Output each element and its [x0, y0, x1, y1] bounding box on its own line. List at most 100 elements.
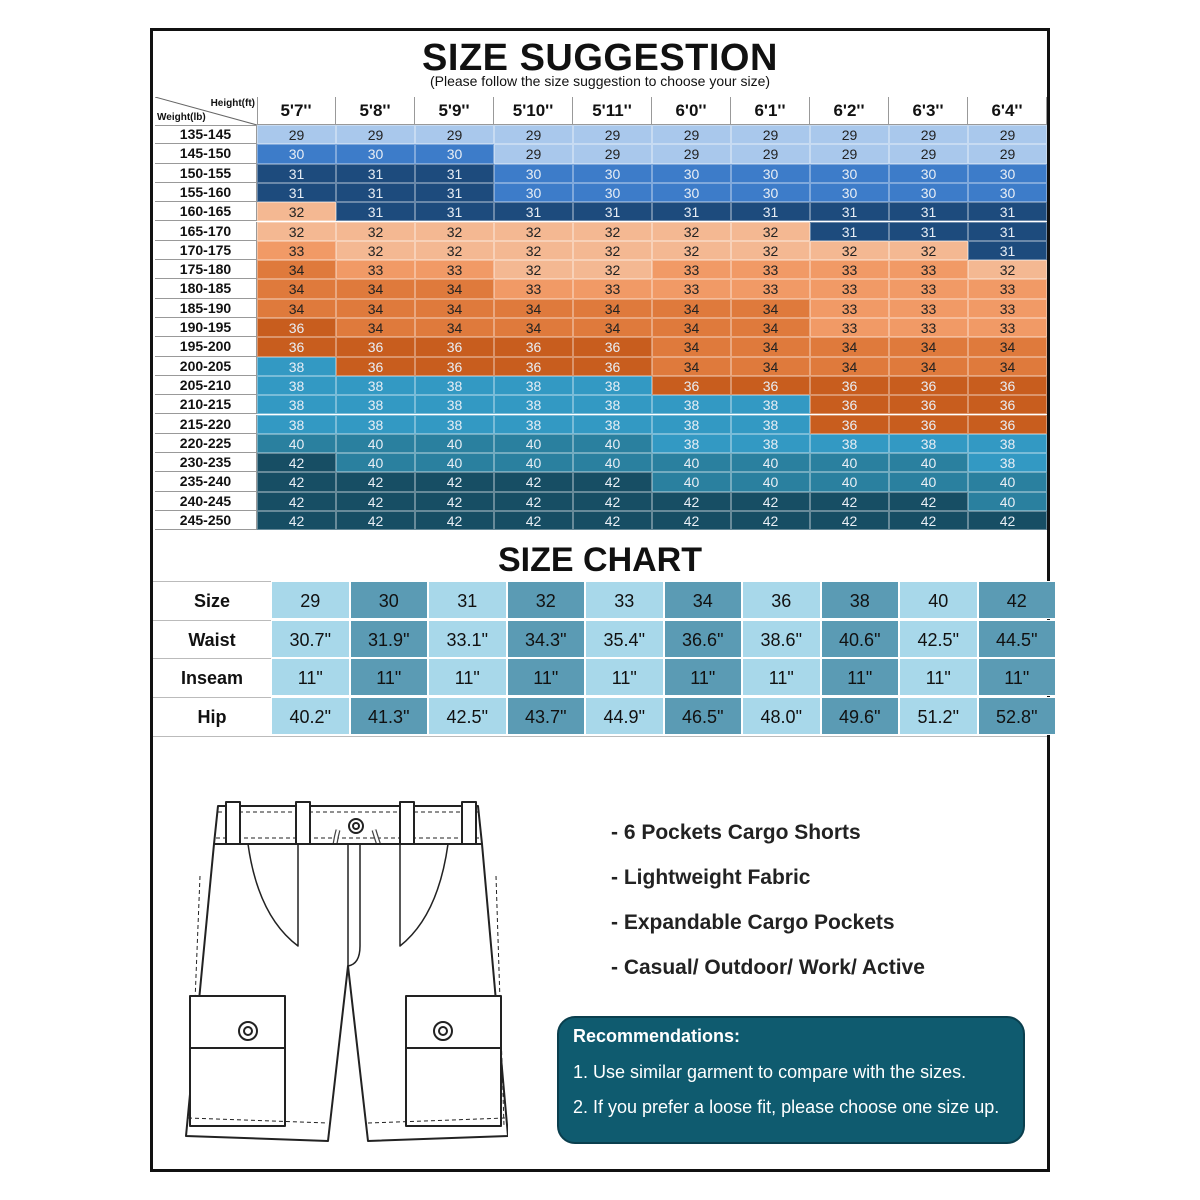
cargo-shorts-illustration-icon [185, 801, 508, 1142]
size-suggestion-cell: 29 [731, 125, 810, 145]
size-suggestion-cell: 42 [810, 491, 889, 511]
size-chart-cell-size: 30 [349, 581, 428, 619]
size-chart-row-label-hip: Hip [153, 696, 271, 735]
size-suggestion-cell: 40 [652, 472, 731, 492]
size-suggestion-cell: 42 [889, 491, 968, 511]
size-suggestion-cell: 32 [652, 221, 731, 241]
size-suggestion-cell: 34 [968, 356, 1047, 376]
size-suggestion-cell: 36 [494, 337, 573, 357]
weight-row-label: 245-250 [155, 511, 257, 531]
size-suggestion-cell: 36 [573, 337, 652, 357]
size-suggestion-cell: 42 [889, 511, 968, 531]
size-suggestion-cell: 33 [573, 279, 652, 299]
weight-row-label: 230-235 [155, 453, 257, 473]
weight-axis-label: Weight(lb) [157, 112, 206, 123]
size-suggestion-cell: 34 [494, 318, 573, 338]
recommendation-item: 2. If you prefer a loose fit, please cho… [573, 1097, 1000, 1117]
size-suggestion-cell: 33 [968, 318, 1047, 338]
size-suggestion-cell: 38 [415, 395, 494, 415]
size-suggestion-cell: 40 [494, 453, 573, 473]
size-chart-cell-waist: 30.7" [271, 619, 350, 658]
weight-row-label: 165-170 [155, 221, 257, 241]
weight-row-label: 175-180 [155, 260, 257, 280]
weight-row-label: 220-225 [155, 433, 257, 454]
size-suggestion-cell: 42 [731, 491, 810, 511]
size-suggestion-cell: 33 [336, 260, 415, 280]
size-suggestion-cell: 31 [968, 221, 1047, 241]
size-suggestion-cell: 31 [415, 163, 494, 183]
size-suggestion-cell: 34 [652, 337, 731, 357]
height-header-cell: 5'10'' [494, 97, 573, 125]
size-chart-cell-hip: 44.9" [585, 696, 664, 735]
size-suggestion-cell: 34 [573, 318, 652, 338]
size-suggestion-cell: 31 [889, 221, 968, 241]
size-chart-cell-inseam: 11" [899, 658, 978, 696]
size-suggestion-cell: 36 [889, 414, 968, 434]
size-suggestion-cell: 34 [415, 279, 494, 299]
size-suggestion-cell: 34 [573, 298, 652, 318]
size-suggestion-cell: 42 [573, 472, 652, 492]
size-suggestion-cell: 29 [415, 125, 494, 145]
size-suggestion-cell: 31 [336, 202, 415, 222]
size-suggestion-cell: 30 [573, 163, 652, 183]
size-chart-cell-waist: 35.4" [585, 619, 664, 658]
size-suggestion-cell: 29 [810, 144, 889, 164]
size-chart-cell-waist: 44.5" [977, 619, 1056, 658]
height-header-cell: 6'4'' [968, 97, 1047, 125]
size-suggestion-cell: 38 [257, 375, 336, 396]
size-chart-cell-inseam: 11" [820, 658, 899, 696]
size-chart-cell-waist: 31.9" [349, 619, 428, 658]
size-suggestion-cell: 30 [415, 144, 494, 164]
size-suggestion-cell: 36 [652, 375, 731, 396]
recommendations-title: Recommendations: [573, 1026, 741, 1046]
size-chart-row-label-waist: Waist [153, 619, 271, 658]
size-suggestion-cell: 36 [889, 375, 968, 396]
size-suggestion-cell: 34 [652, 298, 731, 318]
weight-row-label: 215-220 [155, 414, 257, 434]
size-suggestion-cell: 33 [415, 260, 494, 280]
size-suggestion-cell: 40 [336, 453, 415, 473]
size-suggestion-cell: 32 [257, 202, 336, 222]
size-suggestion-cell: 30 [494, 163, 573, 183]
size-suggestion-cell: 29 [494, 144, 573, 164]
size-suggestion-cell: 40 [652, 453, 731, 473]
size-suggestion-cell: 34 [810, 356, 889, 376]
size-chart-cell-size: 42 [977, 581, 1056, 619]
weight-row-label: 205-210 [155, 375, 257, 396]
height-header-cell: 5'11'' [573, 97, 652, 125]
size-suggestion-cell: 40 [889, 472, 968, 492]
size-chart-cell-waist: 42.5" [899, 619, 978, 658]
size-chart-cell-inseam: 11" [349, 658, 428, 696]
size-suggestion-cell: 38 [257, 414, 336, 434]
size-suggestion-cell: 30 [810, 182, 889, 203]
size-suggestion-cell: 31 [415, 202, 494, 222]
size-suggestion-cell: 40 [415, 453, 494, 473]
size-suggestion-cell: 36 [968, 414, 1047, 434]
weight-row-label: 160-165 [155, 202, 257, 222]
size-suggestion-cell: 38 [415, 375, 494, 396]
size-chart-cell-hip: 51.2" [899, 696, 978, 735]
size-suggestion-cell: 30 [257, 144, 336, 164]
size-suggestion-cell: 29 [573, 144, 652, 164]
size-suggestion-cell: 38 [968, 453, 1047, 473]
size-suggestion-cell: 31 [810, 202, 889, 222]
size-suggestion-cell: 33 [810, 298, 889, 318]
size-chart-cell-waist: 34.3" [506, 619, 585, 658]
size-suggestion-cell: 34 [731, 298, 810, 318]
size-suggestion-cell: 31 [652, 202, 731, 222]
size-suggestion-cell: 38 [573, 395, 652, 415]
size-suggestion-cell: 38 [494, 395, 573, 415]
size-suggestion-cell: 36 [573, 356, 652, 376]
size-suggestion-cell: 32 [415, 221, 494, 241]
size-suggestion-cell: 29 [257, 125, 336, 145]
size-suggestion-cell: 40 [810, 453, 889, 473]
size-suggestion-cell: 29 [968, 144, 1047, 164]
size-suggestion-cell: 32 [494, 260, 573, 280]
size-suggestion-cell: 42 [336, 491, 415, 511]
size-suggestion-cell: 38 [731, 395, 810, 415]
size-chart-cell-size: 33 [585, 581, 664, 619]
size-suggestion-cell: 36 [415, 337, 494, 357]
size-suggestion-cell: 32 [810, 240, 889, 261]
size-chart-cell-size: 29 [271, 581, 350, 619]
size-suggestion-cell: 40 [968, 472, 1047, 492]
